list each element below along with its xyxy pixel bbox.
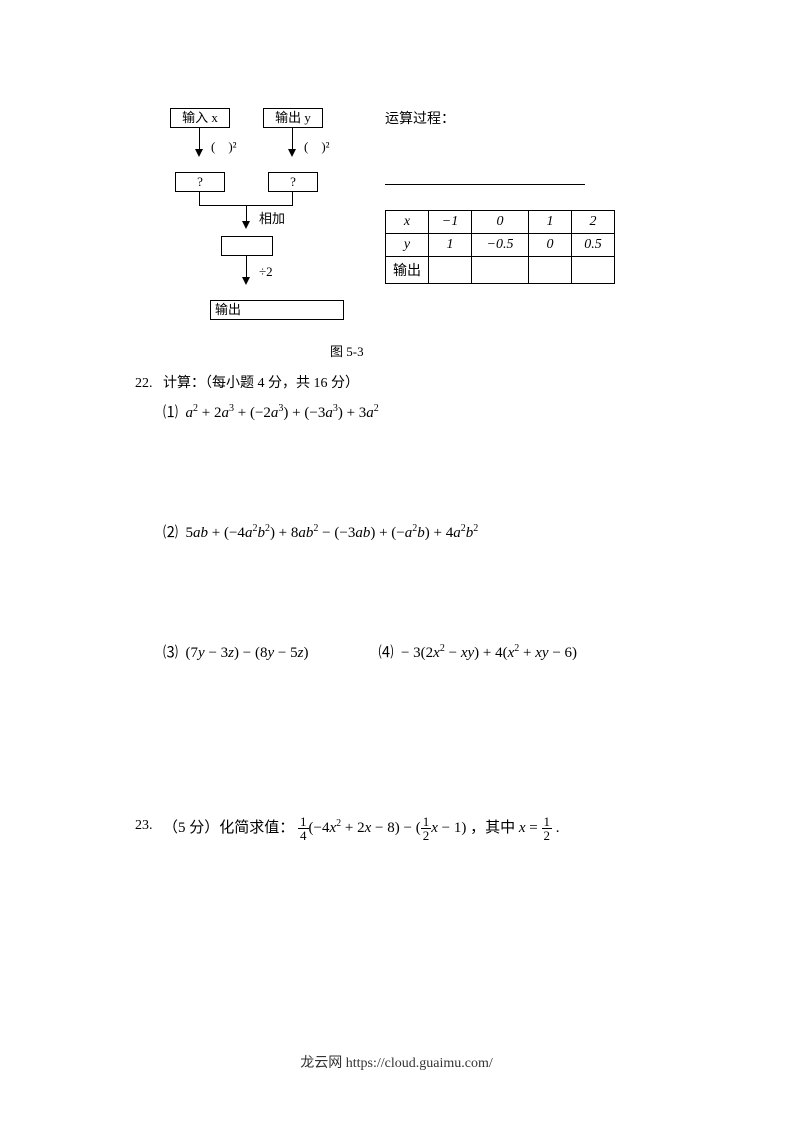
q-box-1: ? [175,172,225,192]
q-box-2: ? [268,172,318,192]
q22-2: ⑵ 5ab + (−4a2b2) + 8ab2 − (−3ab) + (−a2b… [163,521,675,545]
q23-text: （5 分）化简求值： 14(−4x2 + 2x − 8) − (12x − 1)… [163,815,663,842]
cell: 2 [572,211,615,234]
input-x-box: 输入 x [170,108,230,128]
q22-4: ⑷ − 3(2x2 − xy) + 4(x2 + xy − 6) [378,641,577,665]
sq-label-2: ( )² [304,136,330,155]
th-out: 输出 [386,257,429,284]
q23-num: 23. [135,815,163,837]
cell: −1 [429,211,472,234]
q23: 23.（5 分）化简求值： 14(−4x2 + 2x − 8) − (12x −… [135,815,675,842]
sq-label-1: ( )² [211,136,237,155]
cell: 1 [529,211,572,234]
output-y-box: 输出 y [263,108,323,128]
flowchart: 输入 x 输出 y ( )² ( )² ? ? 相加 ÷2 输出 [155,108,365,348]
data-table: x−1012 y1−0.500.5 输出 [385,210,615,284]
q22-title: 计算：（每小题 4 分，共 16 分） [163,373,663,395]
q22-3: ⑶ (7y − 3z) − (8y − 5z) [163,641,308,665]
cell: 0.5 [572,234,615,257]
div-label: ÷2 [259,264,273,280]
cell: 0 [529,234,572,257]
cell: 0 [472,211,529,234]
add-label: 相加 [259,208,285,227]
q22-num: 22. [135,373,163,395]
th-y: y [386,234,429,257]
blank-line [385,168,585,185]
output-box: 输出 [210,300,344,320]
output-y-label: 输出 y [275,110,311,125]
figure-label: 图 5-3 [330,341,364,360]
cell: 1 [429,234,472,257]
th-x: x [386,211,429,234]
q22-1: ⑴ a2 + 2a3 + (−2a3) + (−3a3) + 3a2 [163,401,675,425]
process-label: 运算过程： [385,108,665,128]
cell: −0.5 [472,234,529,257]
footer: 龙云网 https://cloud.guaimu.com/ [0,1052,793,1072]
blank-box [221,236,273,256]
input-x-label: 输入 x [182,110,218,125]
q22: 22.计算：（每小题 4 分，共 16 分） ⑴ a2 + 2a3 + (−2a… [135,373,675,665]
